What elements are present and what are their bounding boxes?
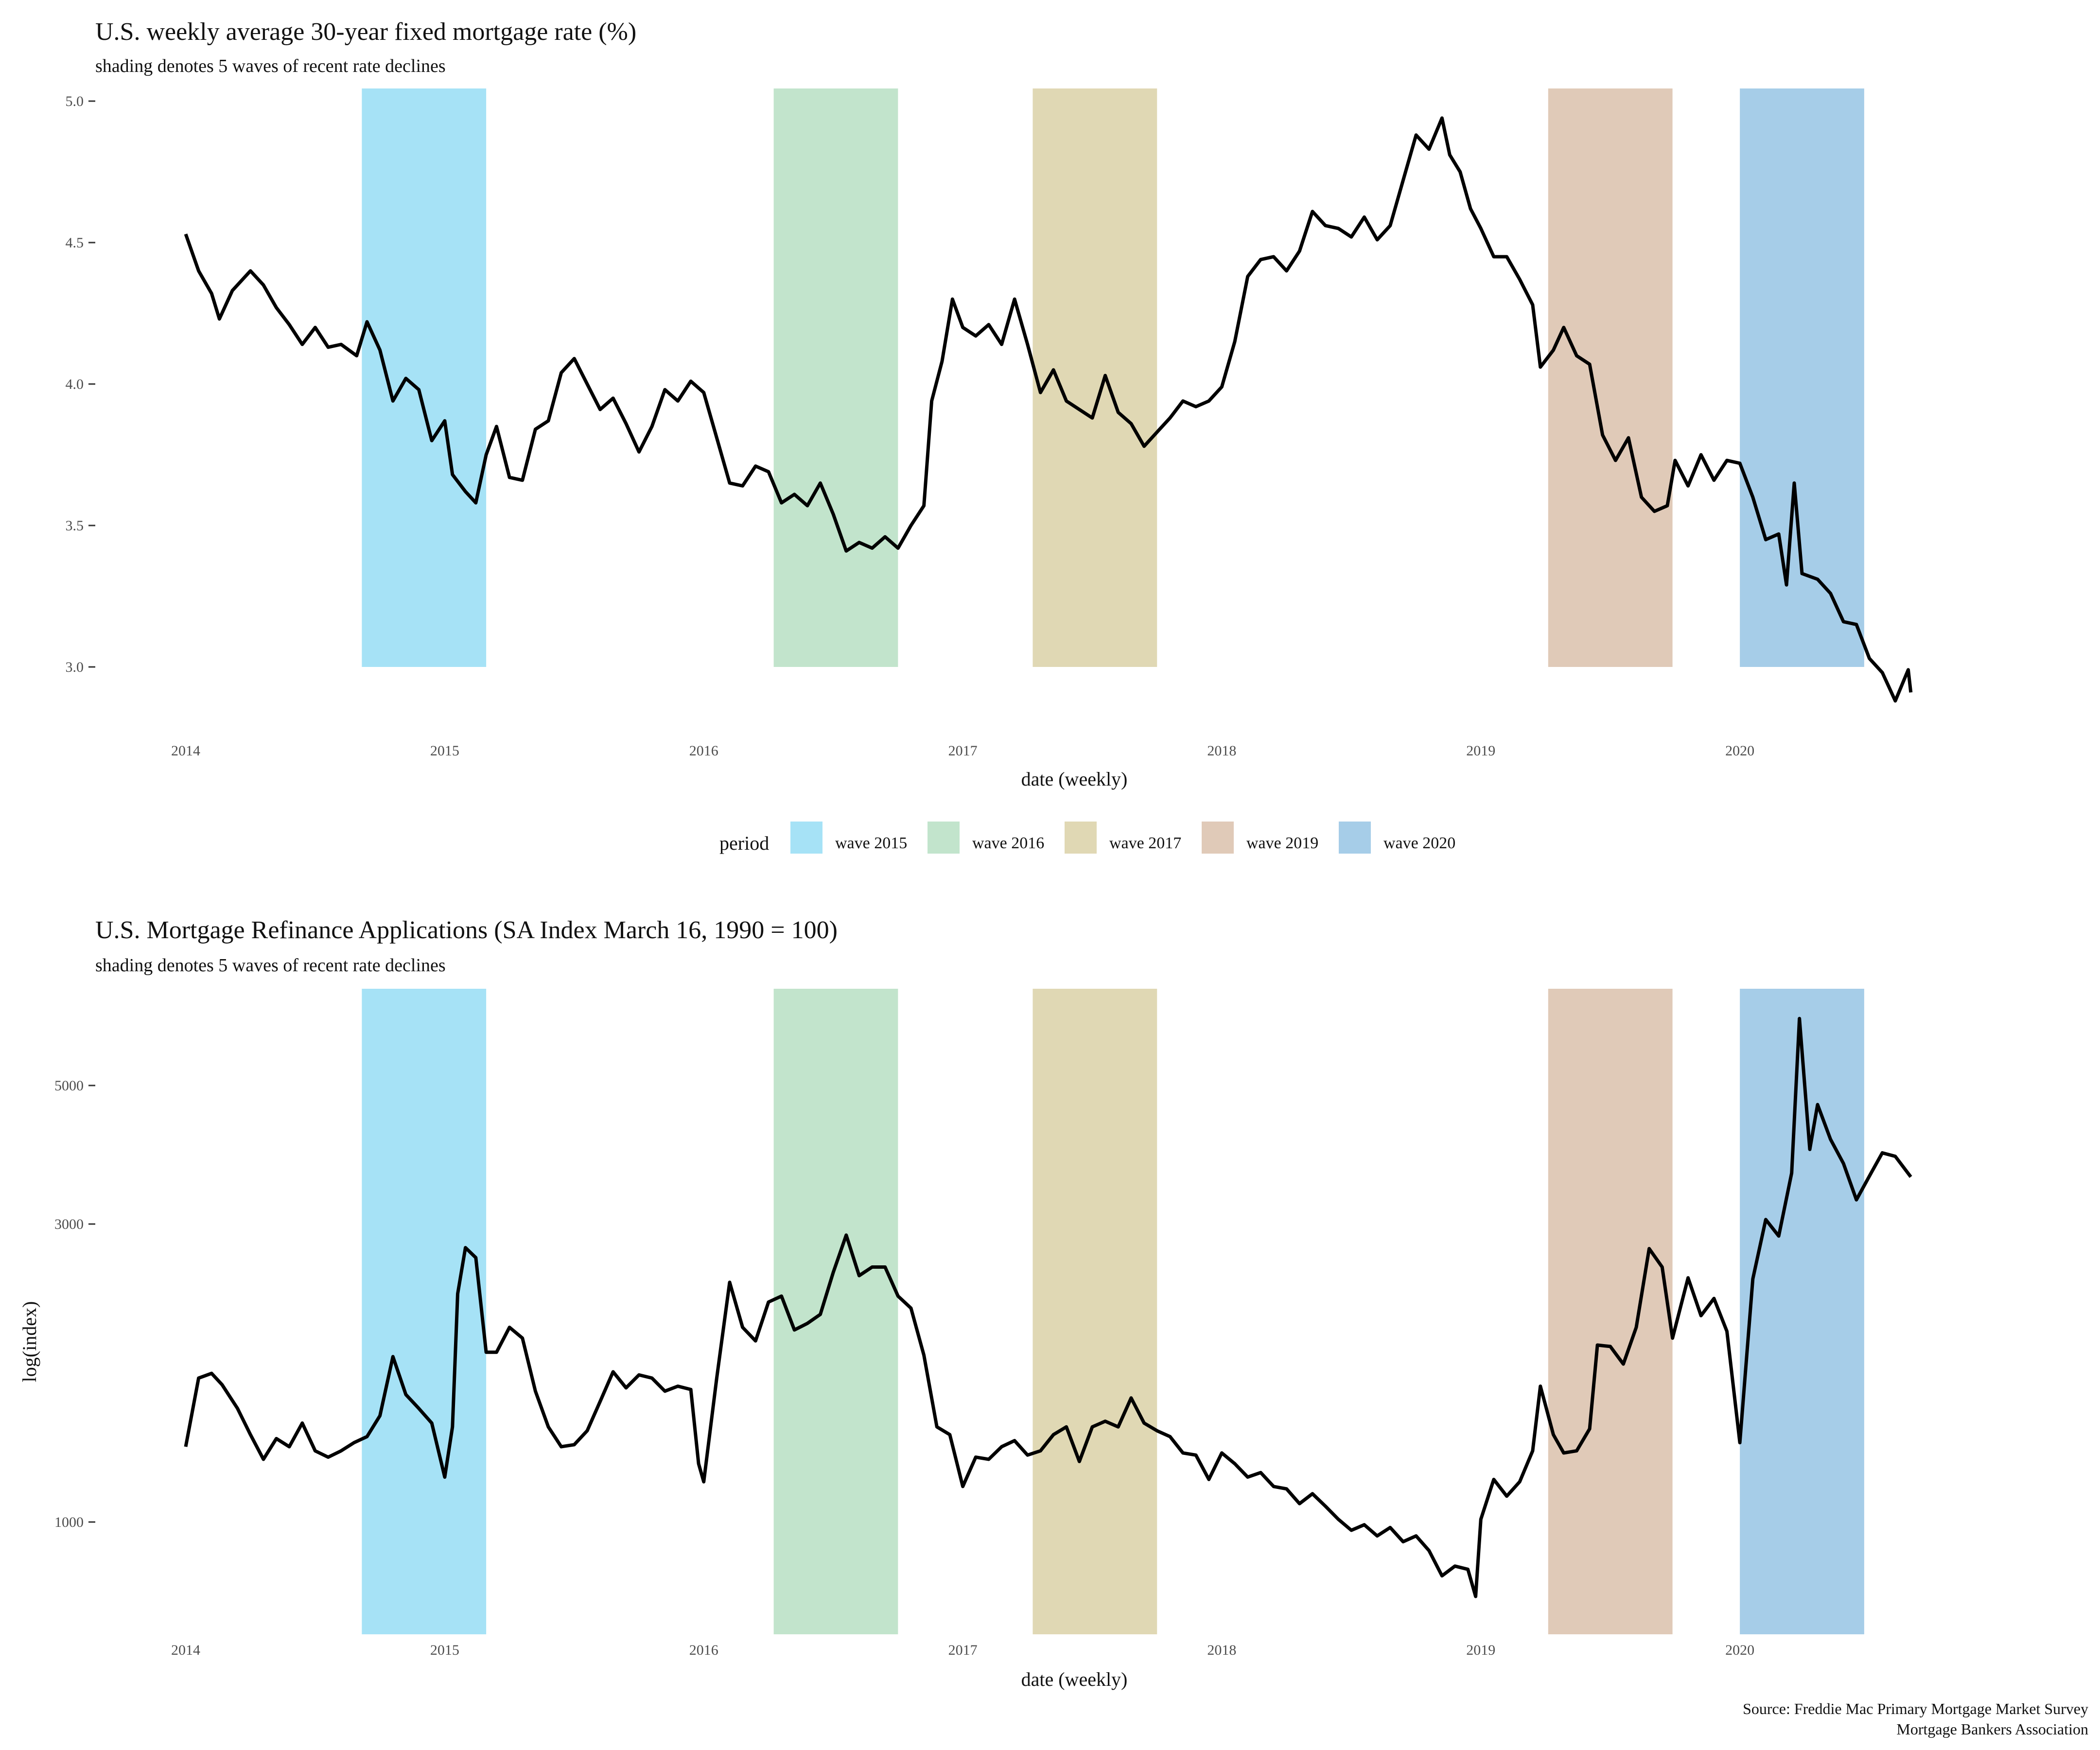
legend-title: period: [719, 832, 769, 854]
source-caption-line-1: Source: Freddie Mac Primary Mortgage Mar…: [1743, 1700, 2088, 1717]
rate-chart-shaded-periods: [362, 88, 1864, 667]
rate-x-tick-label: 2019: [1466, 743, 1495, 759]
rate-chart-y-axis: 3.0 3.5 4.0 4.5 5.0: [66, 93, 95, 675]
refi-chart-subtitle: shading denotes 5 waves of recent rate d…: [95, 955, 446, 976]
rate-x-tick-label: 2015: [430, 743, 459, 759]
rate-chart-line-layer: [184, 116, 1913, 703]
refi-x-tick-label: 2020: [1725, 1642, 1754, 1658]
legend-swatch-wave-2019: [1202, 822, 1234, 854]
rate-x-tick-label: 2018: [1207, 743, 1236, 759]
rate-y-tick-label: 4.5: [66, 235, 84, 251]
rate-chart-x-axis: 2014 2015 2016 2017 2018 2019 2020: [171, 743, 1754, 759]
rate-band-wave-2017: [1032, 88, 1157, 667]
rate-x-tick-label: 2017: [948, 743, 978, 759]
refi-x-tick-label: 2015: [430, 1642, 459, 1658]
refi-x-tick-label: 2018: [1207, 1642, 1236, 1658]
refi-band-wave-2020: [1740, 989, 1864, 1634]
rate-y-tick-label: 3.0: [66, 659, 84, 675]
rate-x-tick-label: 2014: [171, 743, 200, 759]
refi-x-tick-label: 2014: [171, 1642, 200, 1658]
refi-y-tick-label: 5000: [54, 1078, 84, 1094]
legend-label-wave-2020: wave 2020: [1383, 834, 1455, 852]
refi-chart-line-layer: [184, 1016, 1912, 1598]
rate-series-line: [184, 116, 1913, 703]
legend-swatch-wave-2017: [1065, 822, 1097, 854]
legend: period wave 2015 wave 2016 wave 2017 wave 2…: [719, 822, 1455, 854]
legend-label-wave-2017: wave 2017: [1109, 834, 1181, 852]
refi-y-tick-label: 3000: [54, 1216, 84, 1232]
refi-chart-y-axis: 1000 3000 5000: [54, 1078, 95, 1530]
rate-y-tick-label: 5.0: [66, 93, 84, 109]
rate-x-tick-label: 2020: [1725, 743, 1754, 759]
legend-label-wave-2016: wave 2016: [972, 834, 1044, 852]
legend-swatch-wave-2020: [1339, 822, 1371, 854]
refi-x-tick-label: 2016: [689, 1642, 718, 1658]
refi-band-wave-2016: [773, 989, 898, 1634]
source-caption-line-2: Mortgage Bankers Association: [1896, 1720, 2088, 1738]
refi-series-line: [184, 1016, 1912, 1598]
refi-x-tick-label: 2019: [1466, 1642, 1495, 1658]
legend-label-wave-2019: wave 2019: [1246, 834, 1318, 852]
rate-band-wave-2015: [362, 88, 487, 667]
refi-band-wave-2019: [1548, 989, 1673, 1634]
refi-band-wave-2015: [362, 989, 487, 1634]
refi-chart-x-axis: 2014 2015 2016 2017 2018 2019 2020: [171, 1642, 1754, 1658]
refi-chart-y-axis-title: log(index): [18, 1301, 40, 1382]
rate-chart-x-axis-title: date (weekly): [1021, 768, 1128, 790]
rate-chart-subtitle: shading denotes 5 waves of recent rate d…: [95, 56, 446, 76]
rate-y-tick-label: 4.0: [66, 376, 84, 392]
rate-x-tick-label: 2016: [689, 743, 718, 759]
refi-band-wave-2017: [1032, 989, 1157, 1634]
legend-swatch-wave-2016: [928, 822, 960, 854]
rate-band-wave-2016: [773, 88, 898, 667]
rate-chart-title: U.S. weekly average 30-year fixed mortga…: [95, 18, 636, 46]
refi-chart-title: U.S. Mortgage Refinance Applications (SA…: [95, 916, 838, 944]
refi-chart-shaded-periods: [362, 989, 1864, 1634]
rate-y-tick-label: 3.5: [66, 518, 84, 534]
legend-swatch-wave-2015: [790, 822, 822, 854]
refi-y-tick-label: 1000: [54, 1514, 84, 1530]
refi-chart-x-axis-title: date (weekly): [1021, 1668, 1128, 1690]
rate-band-wave-2020: [1740, 88, 1864, 667]
legend-label-wave-2015: wave 2015: [835, 834, 907, 852]
refi-x-tick-label: 2017: [948, 1642, 978, 1658]
rate-band-wave-2019: [1548, 88, 1673, 667]
